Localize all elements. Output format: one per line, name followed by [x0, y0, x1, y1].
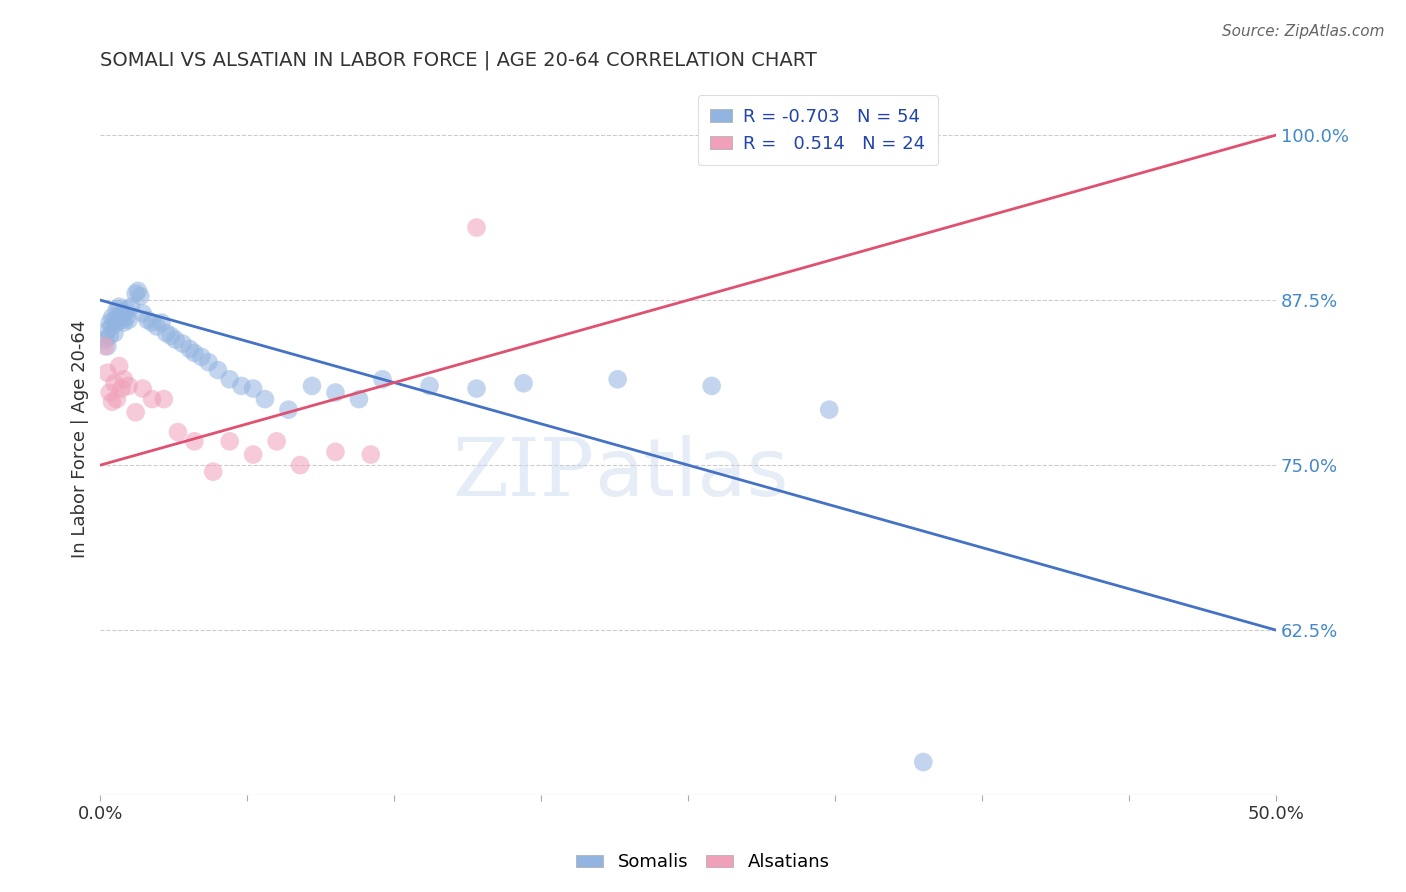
Point	[105, 316, 128, 330]
Point	[146, 319, 169, 334]
Point	[105, 392, 128, 406]
Point	[165, 333, 187, 347]
Point	[153, 392, 176, 406]
Point	[108, 359, 131, 373]
Point	[98, 328, 121, 343]
Point	[101, 310, 124, 325]
Point	[371, 372, 394, 386]
Point	[131, 382, 153, 396]
Point	[301, 379, 323, 393]
Point	[141, 316, 163, 330]
Point	[465, 382, 488, 396]
Point	[110, 382, 132, 396]
Point	[202, 465, 225, 479]
Point	[141, 392, 163, 406]
Point	[197, 355, 219, 369]
Point	[512, 376, 534, 391]
Point	[155, 326, 177, 340]
Point	[115, 310, 138, 325]
Point	[96, 323, 118, 337]
Point	[183, 346, 205, 360]
Point	[418, 379, 440, 393]
Text: ZIP: ZIP	[453, 435, 595, 513]
Point	[465, 220, 488, 235]
Y-axis label: In Labor Force | Age 20-64: In Labor Force | Age 20-64	[72, 319, 89, 558]
Point	[325, 385, 347, 400]
Point	[242, 382, 264, 396]
Point	[190, 350, 212, 364]
Point	[105, 302, 128, 317]
Text: SOMALI VS ALSATIAN IN LABOR FORCE | AGE 20-64 CORRELATION CHART: SOMALI VS ALSATIAN IN LABOR FORCE | AGE …	[100, 51, 817, 70]
Point	[117, 379, 139, 393]
Point	[98, 385, 121, 400]
Point	[160, 328, 183, 343]
Point	[108, 300, 131, 314]
Point	[110, 306, 132, 320]
Point	[127, 284, 149, 298]
Point	[347, 392, 370, 406]
Point	[218, 372, 240, 386]
Point	[290, 458, 312, 472]
Legend: Somalis, Alsatians: Somalis, Alsatians	[569, 847, 837, 879]
Point	[172, 336, 194, 351]
Point	[360, 448, 382, 462]
Point	[103, 326, 125, 340]
Point	[117, 313, 139, 327]
Point	[96, 366, 118, 380]
Point	[207, 363, 229, 377]
Point	[112, 372, 135, 386]
Point	[818, 402, 841, 417]
Point	[129, 289, 152, 303]
Point	[242, 448, 264, 462]
Point	[266, 434, 288, 449]
Point	[96, 339, 118, 353]
Point	[101, 394, 124, 409]
Point	[253, 392, 276, 406]
Point	[277, 402, 299, 417]
Point	[124, 286, 146, 301]
Point	[124, 405, 146, 419]
Point	[120, 300, 142, 314]
Text: atlas: atlas	[595, 435, 789, 513]
Point	[167, 425, 190, 439]
Point	[912, 755, 935, 769]
Point	[231, 379, 253, 393]
Point	[136, 313, 159, 327]
Point	[112, 306, 135, 320]
Point	[94, 339, 117, 353]
Point	[218, 434, 240, 449]
Point	[112, 316, 135, 330]
Point	[700, 379, 723, 393]
Point	[108, 310, 131, 325]
Point	[183, 434, 205, 449]
Point	[103, 313, 125, 327]
Point	[103, 376, 125, 391]
Point	[325, 445, 347, 459]
Legend: R = -0.703   N = 54, R =   0.514   N = 24: R = -0.703 N = 54, R = 0.514 N = 24	[697, 95, 938, 165]
Point	[101, 319, 124, 334]
Text: Source: ZipAtlas.com: Source: ZipAtlas.com	[1222, 24, 1385, 39]
Point	[115, 302, 138, 317]
Point	[131, 306, 153, 320]
Point	[110, 313, 132, 327]
Point	[179, 342, 201, 356]
Point	[150, 316, 173, 330]
Point	[94, 333, 117, 347]
Point	[606, 372, 628, 386]
Point	[98, 316, 121, 330]
